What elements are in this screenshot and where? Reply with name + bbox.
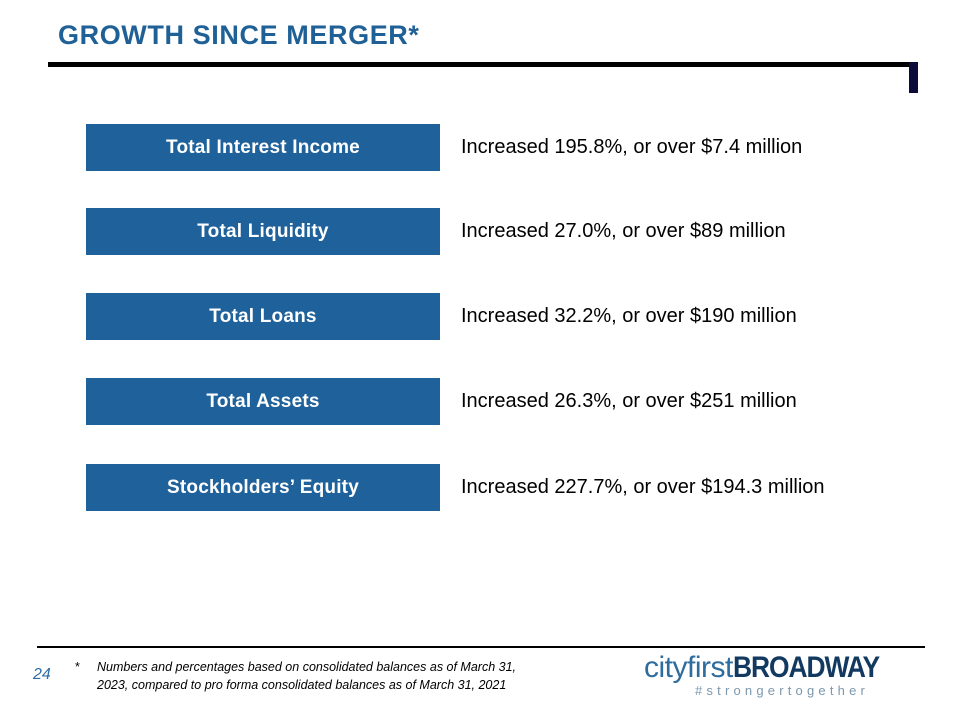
metric-bar[interactable]: Stockholders’ Equity [86,464,440,511]
metric-description: Increased 227.7%, or over $194.3 million [461,476,825,498]
company-logo: cityfirstBROADWAY #strongertogether [644,653,920,703]
metric-bar-label: Total Interest Income [166,136,360,158]
logo-broadway-text: BROADWAY [732,651,880,684]
page-number: 24 [33,666,51,683]
metric-row: Total Interest Income Increased 195.8%, o… [0,124,960,171]
metric-bar-label: Total Liquidity [197,220,329,242]
metric-row: Total Assets Increased 26.3%, or over $25… [0,378,960,425]
metric-bar-label: Total Loans [209,305,317,327]
footnote-line-1: Numbers and percentages based on consoli… [97,660,517,674]
footnote-marker: * [75,660,80,674]
metric-bar[interactable]: Total Liquidity [86,208,440,255]
footnote-line-2: 2023, compared to pro forma consolidated… [97,678,507,692]
logo-wordmark: cityfirstBROADWAY [644,653,899,688]
metric-bar-label: Total Assets [206,390,320,412]
footer-divider-rule [37,646,925,648]
page-title: GROWTH SINCE MERGER* [58,20,420,50]
metric-bar[interactable]: Total Interest Income [86,124,440,171]
footnote-text: Numbers and percentages based on consoli… [97,658,516,694]
metric-description: Increased 32.2%, or over $190 million [461,305,797,327]
title-divider-rule [48,62,910,67]
metric-bar[interactable]: Total Assets [86,378,440,425]
logo-tagline: #strongertogether [695,683,870,698]
metric-row: Total Loans Increased 32.2%, or over $190… [0,293,960,340]
metric-description: Increased 27.0%, or over $89 million [461,220,786,242]
metric-description: Increased 26.3%, or over $251 million [461,390,797,412]
logo-cityfirst-text: cityfirst [644,651,733,684]
metric-bar[interactable]: Total Loans [86,293,440,340]
title-rule-end-tab [909,62,918,93]
metric-bar-label: Stockholders’ Equity [167,476,359,498]
metric-description: Increased 195.8%, or over $7.4 million [461,136,803,158]
metric-row: Stockholders’ Equity Increased 227.7%, or… [0,464,960,511]
metric-row: Total Liquidity Increased 27.0%, or over … [0,208,960,255]
